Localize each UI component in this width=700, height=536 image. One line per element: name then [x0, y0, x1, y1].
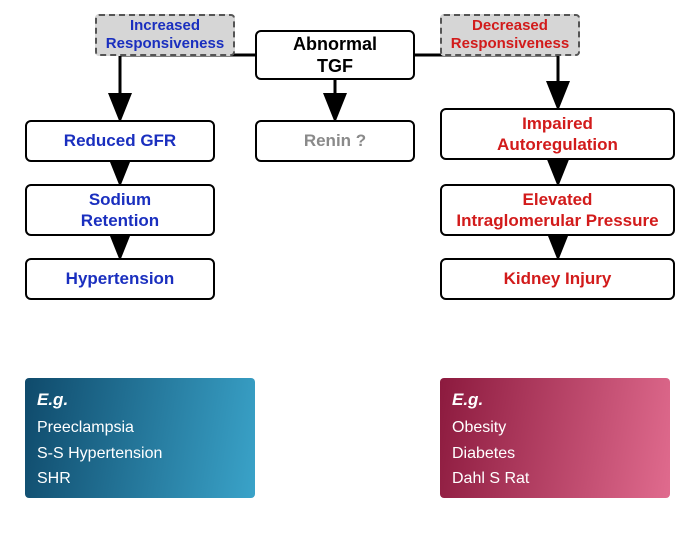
node-reduced-gfr: Reduced GFR [25, 120, 215, 162]
node-abnormal-tgf: Abnormal TGF [255, 30, 415, 80]
node-sodium-retention: Sodium Retention [25, 184, 215, 236]
text: Responsiveness [106, 35, 224, 52]
node-hypertension: Hypertension [25, 258, 215, 300]
tag-decreased-responsiveness: Decreased Responsiveness [440, 14, 580, 56]
node-label: Elevated Intraglomerular Pressure [456, 189, 658, 232]
text: Sodium [89, 190, 151, 209]
example-box-increased: E.g. Preeclampsia S-S Hypertension SHR [25, 378, 255, 498]
example-item: Obesity [452, 415, 658, 441]
text: Elevated [523, 190, 593, 209]
arrow [415, 55, 558, 105]
example-heading: E.g. [37, 386, 243, 413]
example-item: S-S Hypertension [37, 441, 243, 467]
text: Impaired [522, 114, 593, 133]
example-item: Preeclampsia [37, 415, 243, 441]
node-label: Impaired Autoregulation [497, 113, 618, 156]
example-item: Diabetes [452, 441, 658, 467]
node-label: Reduced GFR [64, 130, 176, 151]
example-item: SHR [37, 466, 243, 492]
node-kidney-injury: Kidney Injury [440, 258, 675, 300]
node-renin: Renin ? [255, 120, 415, 162]
text: Decreased [472, 17, 548, 34]
node-elevated-intraglomerular-pressure: Elevated Intraglomerular Pressure [440, 184, 675, 236]
text: Retention [81, 211, 159, 230]
tag-label: Increased Responsiveness [106, 17, 224, 53]
text: Responsiveness [451, 35, 569, 52]
example-item: Dahl S Rat [452, 466, 658, 492]
example-box-decreased: E.g. Obesity Diabetes Dahl S Rat [440, 378, 670, 498]
node-label: Renin ? [304, 130, 366, 151]
text: Increased [130, 17, 200, 34]
node-label: Kidney Injury [504, 268, 612, 289]
node-impaired-autoregulation: Impaired Autoregulation [440, 108, 675, 160]
text: TGF [317, 56, 353, 76]
example-heading: E.g. [452, 386, 658, 413]
node-label: Hypertension [66, 268, 175, 289]
text: Intraglomerular Pressure [456, 211, 658, 230]
arrow [120, 55, 255, 117]
node-label: Abnormal TGF [293, 33, 377, 78]
tag-increased-responsiveness: Increased Responsiveness [95, 14, 235, 56]
tag-label: Decreased Responsiveness [451, 17, 569, 53]
text: Autoregulation [497, 135, 618, 154]
text: Abnormal [293, 34, 377, 54]
node-label: Sodium Retention [81, 189, 159, 232]
